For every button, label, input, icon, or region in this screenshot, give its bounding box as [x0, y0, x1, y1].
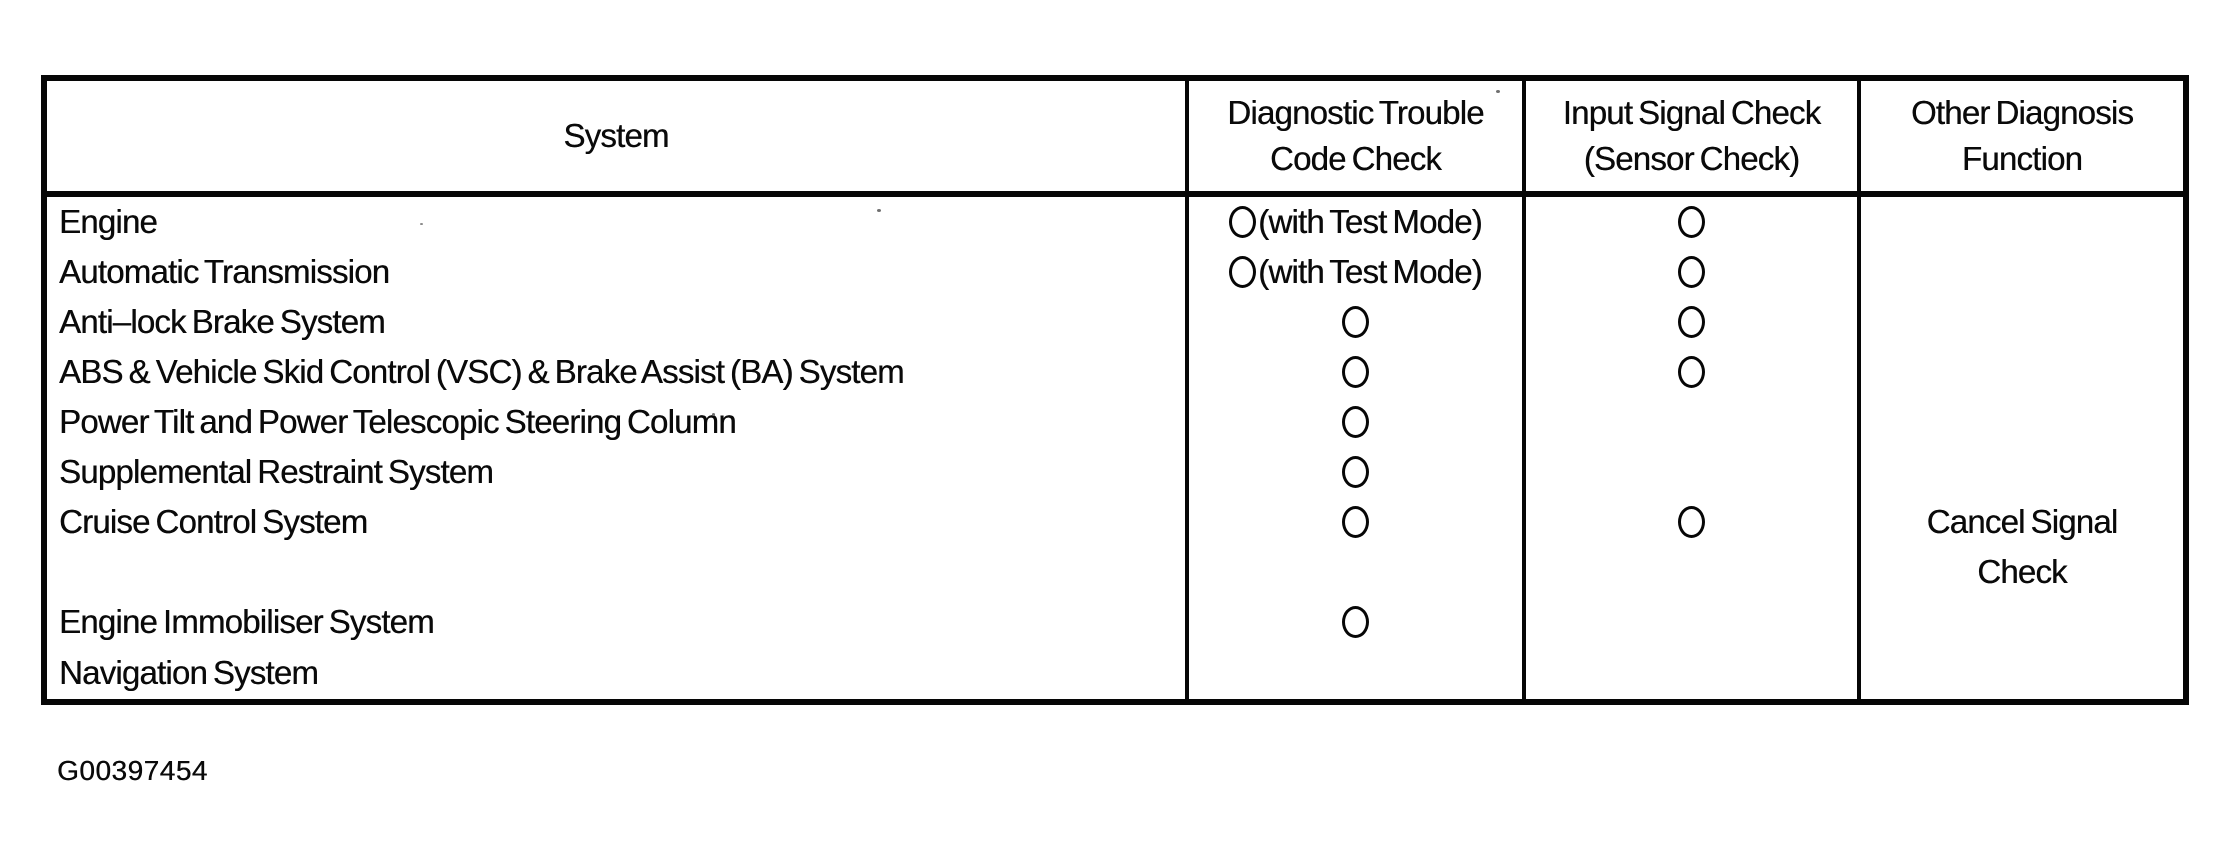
row-cruise-control-system: Cruise Control System	[47, 497, 1189, 597]
system-label: Anti–lock Brake System	[59, 302, 386, 340]
row-abs-vsc-ba-input	[1526, 347, 1861, 397]
row-antilock-brake-other	[1861, 297, 2183, 347]
row-power-tilt-dtc	[1189, 397, 1526, 447]
row-power-tilt-system: Power Tilt and Power Telescopic Steering…	[47, 397, 1189, 447]
header-label-dtc-line1: Diagnostic Trouble	[1227, 94, 1484, 131]
row-antilock-brake-input	[1526, 297, 1861, 347]
system-label: Supplemental Restraint System	[59, 452, 494, 490]
dtc-mark-group: (with Test Mode)	[1229, 252, 1483, 290]
header-cell-input-signal-check: Input Signal Check (Sensor Check)	[1526, 81, 1861, 197]
row-power-tilt-other	[1861, 397, 2183, 447]
dtc-mark-line	[1189, 497, 1522, 547]
system-label: ABS & Vehicle Skid Control (VSC) & Brake…	[59, 352, 905, 390]
scan-speck	[420, 223, 423, 225]
system-label: Engine	[59, 202, 158, 240]
dtc-mark-label: (with Test Mode)	[1258, 252, 1482, 290]
row-supplemental-restraint-input	[1526, 447, 1861, 497]
row-supplemental-restraint-system: Supplemental Restraint System	[47, 447, 1189, 497]
row-power-tilt-input	[1526, 397, 1861, 447]
row-cruise-control-input	[1526, 497, 1861, 597]
row-supplemental-restraint-dtc	[1189, 447, 1526, 497]
row-automatic-transmission-other	[1861, 247, 2183, 297]
header-cell-other-diagnosis: Other Diagnosis Function	[1861, 81, 2183, 197]
other-function-line1: Cancel Signal	[1926, 502, 2119, 540]
row-engine-system: Engine	[47, 197, 1189, 247]
system-label: Engine Immobiliser System	[59, 602, 435, 640]
row-cruise-control-dtc	[1189, 497, 1526, 597]
circle-mark-icon	[1342, 456, 1369, 488]
header-label-input-line2: (Sensor Check)	[1583, 140, 1800, 177]
row-abs-vsc-ba-system: ABS & Vehicle Skid Control (VSC) & Brake…	[47, 347, 1189, 397]
dtc-mark-group: (with Test Mode)	[1229, 202, 1483, 240]
row-navigation-dtc	[1189, 647, 1526, 699]
circle-mark-icon	[1342, 606, 1369, 638]
circle-mark-icon	[1342, 356, 1369, 388]
row-engine-immobiliser-dtc	[1189, 597, 1526, 647]
system-label: Cruise Control System	[59, 502, 368, 540]
header-label-system: System	[563, 117, 669, 154]
circle-mark-icon	[1342, 306, 1369, 338]
row-engine-immobiliser-other	[1861, 597, 2183, 647]
circle-mark-icon	[1678, 356, 1705, 388]
row-antilock-brake-system: Anti–lock Brake System	[47, 297, 1189, 347]
row-navigation-system: Navigation System	[47, 647, 1189, 699]
header-label-other-line2: Function	[1961, 140, 2083, 177]
circle-mark-icon	[1342, 406, 1369, 438]
row-abs-vsc-ba-other	[1861, 347, 2183, 397]
system-label: Power Tilt and Power Telescopic Steering…	[59, 402, 737, 440]
circle-mark-icon	[1342, 506, 1369, 538]
system-label: Automatic Transmission	[59, 252, 390, 290]
header-label-input-line1: Input Signal Check	[1562, 94, 1821, 131]
system-label: Navigation System	[59, 653, 319, 691]
row-automatic-transmission-dtc: (with Test Mode)	[1189, 247, 1526, 297]
row-supplemental-restraint-other	[1861, 447, 2183, 497]
scan-speck	[1496, 90, 1500, 93]
row-antilock-brake-dtc	[1189, 297, 1526, 347]
circle-mark-icon	[1229, 255, 1257, 288]
row-navigation-input	[1526, 647, 1861, 699]
header-cell-system: System	[47, 81, 1189, 197]
row-cruise-control-other: Cancel Signal Check	[1861, 497, 2183, 597]
row-abs-vsc-ba-dtc	[1189, 347, 1526, 397]
row-engine-dtc: (with Test Mode)	[1189, 197, 1526, 247]
dtc-mark-label: (with Test Mode)	[1258, 202, 1482, 240]
row-navigation-other	[1861, 647, 2183, 699]
input-mark-line	[1526, 497, 1857, 547]
circle-mark-icon	[1678, 256, 1705, 288]
figure-code: G00397454	[57, 755, 208, 786]
row-engine-immobiliser-system: Engine Immobiliser System	[47, 597, 1189, 647]
scan-speck	[877, 209, 881, 212]
diagnosis-function-table: System Diagnostic Trouble Code Check Inp…	[41, 75, 2189, 705]
circle-mark-icon	[1678, 506, 1705, 538]
row-engine-other	[1861, 197, 2183, 247]
circle-mark-icon	[1229, 205, 1257, 238]
header-label-other-line1: Other Diagnosis	[1910, 94, 2134, 131]
row-engine-input	[1526, 197, 1861, 247]
other-function-line2: Check	[1977, 552, 2067, 590]
circle-mark-icon	[1678, 206, 1705, 238]
circle-mark-icon	[1678, 306, 1705, 338]
row-automatic-transmission-system: Automatic Transmission	[47, 247, 1189, 297]
header-cell-dtc-check: Diagnostic Trouble Code Check	[1189, 81, 1526, 197]
header-label-dtc-line2: Code Check	[1269, 140, 1442, 177]
scan-speck	[712, 413, 715, 416]
row-automatic-transmission-input	[1526, 247, 1861, 297]
row-engine-immobiliser-input	[1526, 597, 1861, 647]
